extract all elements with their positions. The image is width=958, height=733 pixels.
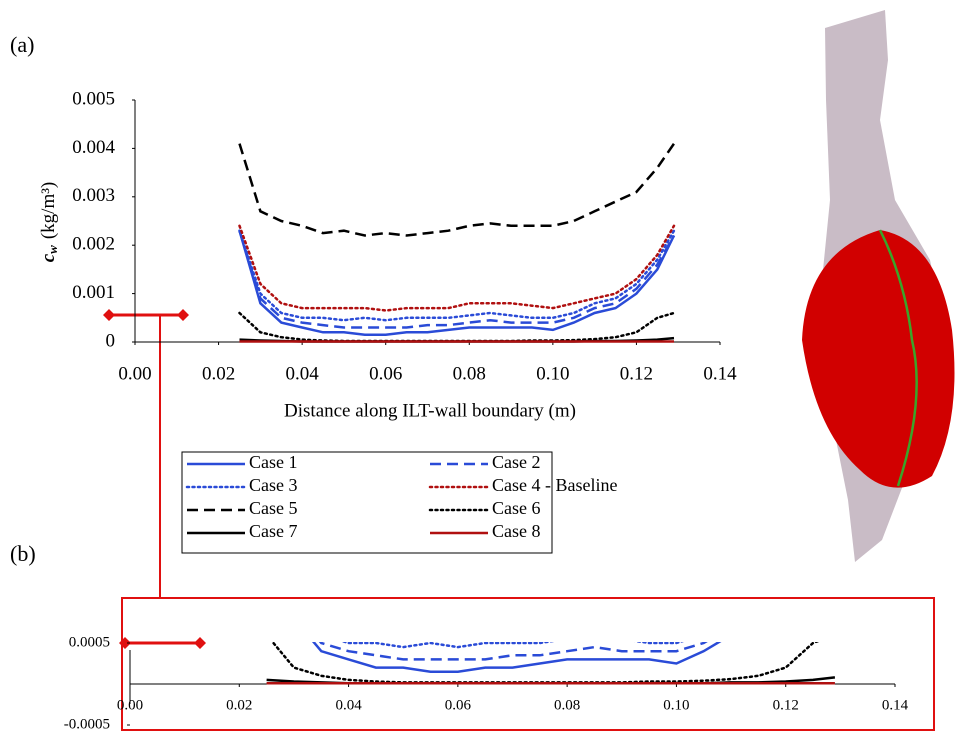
x-tick-label: 0.02 [202,363,235,384]
legend-label: Case 5 [249,498,298,518]
x-tick-label: 0.14 [703,363,737,384]
panel-label: (b) [10,541,36,566]
x-tick-label: 0.14 [882,697,909,713]
legend-label: Case 6 [492,498,541,518]
y-tick-label: 0.001 [72,282,115,303]
panel-label: (a) [10,32,34,57]
x-axis-label: Distance along ILT-wall boundary (m) [284,400,576,421]
series-line [238,142,676,237]
legend-label: Case 7 [249,521,298,541]
y-label-symbol: c [38,253,59,262]
series-line [238,230,676,329]
series-line [340,642,685,649]
series-line [238,229,676,322]
series-group [266,642,836,685]
x-tick-label: 0.08 [453,363,486,384]
legend-label: Case 1 [249,452,298,472]
series-line [238,230,676,336]
y-tick-label: 0.002 [72,234,115,255]
zoom-indicator [103,309,935,731]
x-tick-label: 0.10 [663,697,689,713]
legend-label: Case 8 [492,521,541,541]
series-line [311,642,722,673]
x-tick-label: 0.00 [117,697,143,713]
y-label-unit: (kg/m³) [38,182,59,239]
series-line [238,224,676,312]
x-tick-label: 0.06 [369,363,402,384]
y-tick-label: 0.005 [72,88,115,109]
y-axis-label: cw (kg/m³) [38,182,60,263]
legend-label: Case 4 - Baseline [492,475,617,495]
y-tick-label: 0.0005 [69,634,110,650]
x-tick-label: 0.04 [286,363,320,384]
x-tick-label: 0.12 [773,697,799,713]
series-line [318,642,708,661]
series-group [238,142,676,343]
y-tick-label: 0.003 [72,185,115,206]
y-tick-label: 0 [106,330,116,351]
illustration [802,10,955,562]
legend-label: Case 2 [492,452,541,472]
y-tick-label: -0.0005 [64,716,110,732]
x-tick-label: 0.06 [445,697,472,713]
x-tick-label: 0.00 [118,363,151,384]
x-tick-label: 0.02 [226,697,252,713]
y-tick-label: 0.004 [72,137,115,158]
legend-label: Case 3 [249,475,298,495]
series-line [270,642,820,684]
x-tick-label: 0.08 [554,697,580,713]
x-tick-label: 0.04 [335,697,362,713]
legend-box [181,451,553,554]
x-tick-label: 0.10 [536,363,569,384]
x-tick-label: 0.12 [620,363,653,384]
y-label-subscript: w [45,245,60,254]
